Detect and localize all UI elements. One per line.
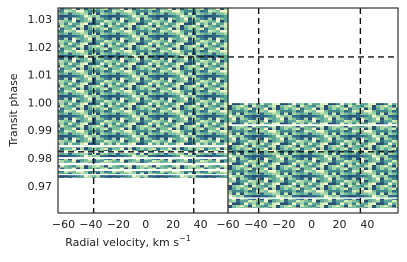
x-axis-label-sup: −1 <box>179 234 191 243</box>
spectrum-band <box>58 152 228 158</box>
spectrum-band <box>58 170 228 175</box>
spectrum-band <box>58 159 228 163</box>
spectrum-band <box>228 103 398 125</box>
x-tick-label: 0 <box>308 218 315 231</box>
x-tick-label: −20 <box>107 218 130 231</box>
x-axis-label-text: Radial velocity, km s <box>65 236 179 249</box>
spectrum-band <box>58 8 228 146</box>
y-tick-label: 1.02 <box>28 41 53 54</box>
x-tick-label: 20 <box>332 218 346 231</box>
x-axis-label: Radial velocity, km s−1 <box>65 234 191 250</box>
spectrum-band <box>228 125 398 198</box>
y-tick-label: 0.98 <box>28 152 53 165</box>
y-axis-label: Transit phase <box>7 73 20 147</box>
x-tick-label: −40 <box>244 218 267 231</box>
y-tick-label: 0.97 <box>28 180 53 193</box>
y-tick-label: 1.00 <box>28 96 53 109</box>
spectrum-band <box>58 175 228 178</box>
x-tick-label: 40 <box>360 218 374 231</box>
spectrum-band <box>58 165 228 170</box>
panel-frame <box>227 7 399 214</box>
y-tick-label: 1.01 <box>28 69 53 82</box>
y-tick-label: 1.03 <box>28 13 53 26</box>
x-tick-label: 0 <box>142 218 149 231</box>
x-tick-label: 40 <box>194 218 208 231</box>
y-tick-label: 0.99 <box>28 124 53 137</box>
x-tick-label: −60 <box>52 218 75 231</box>
spectrum-band <box>58 147 228 151</box>
x-tick-label: −40 <box>79 218 102 231</box>
spectrum-band <box>228 198 398 208</box>
x-tick-label: −20 <box>272 218 295 231</box>
x-tick-label: −60 <box>216 218 239 231</box>
x-tick-label: 20 <box>166 218 180 231</box>
